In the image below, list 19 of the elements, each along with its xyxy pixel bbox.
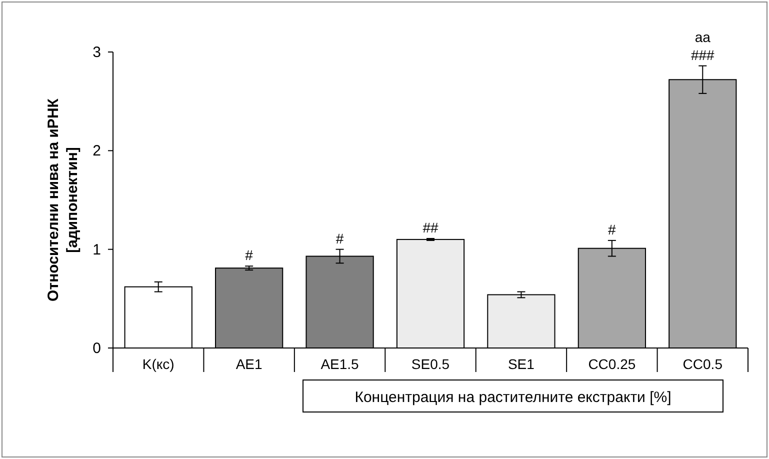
y-tick-label: 1 (92, 241, 101, 258)
y-tick-label: 3 (92, 44, 101, 61)
x-tick-label: AE1 (236, 356, 263, 372)
x-tick-label: SE0.5 (411, 356, 450, 372)
y-tick-label: 0 (92, 340, 101, 357)
x-tick-label: SE1 (508, 356, 535, 372)
annotation: # (245, 247, 254, 264)
x-axis-title: Концентрация на растителните екстракти [%] (354, 389, 672, 406)
annotation: ## (422, 219, 438, 236)
x-tick-label: AE1.5 (320, 356, 360, 372)
annotation: ### (690, 46, 715, 63)
annotation: aa (694, 28, 711, 45)
x-tick-label: CC0.5 (682, 356, 723, 372)
y-axis-title: Относителни нива на иРНК [адипонектин] (45, 98, 81, 302)
x-tick-label: K(кс) (142, 356, 174, 372)
x-tick-label: CC0.25 (588, 356, 636, 372)
annotation: # (336, 230, 344, 246)
y-tick-label: 2 (92, 142, 101, 160)
annotation: # (608, 221, 616, 238)
